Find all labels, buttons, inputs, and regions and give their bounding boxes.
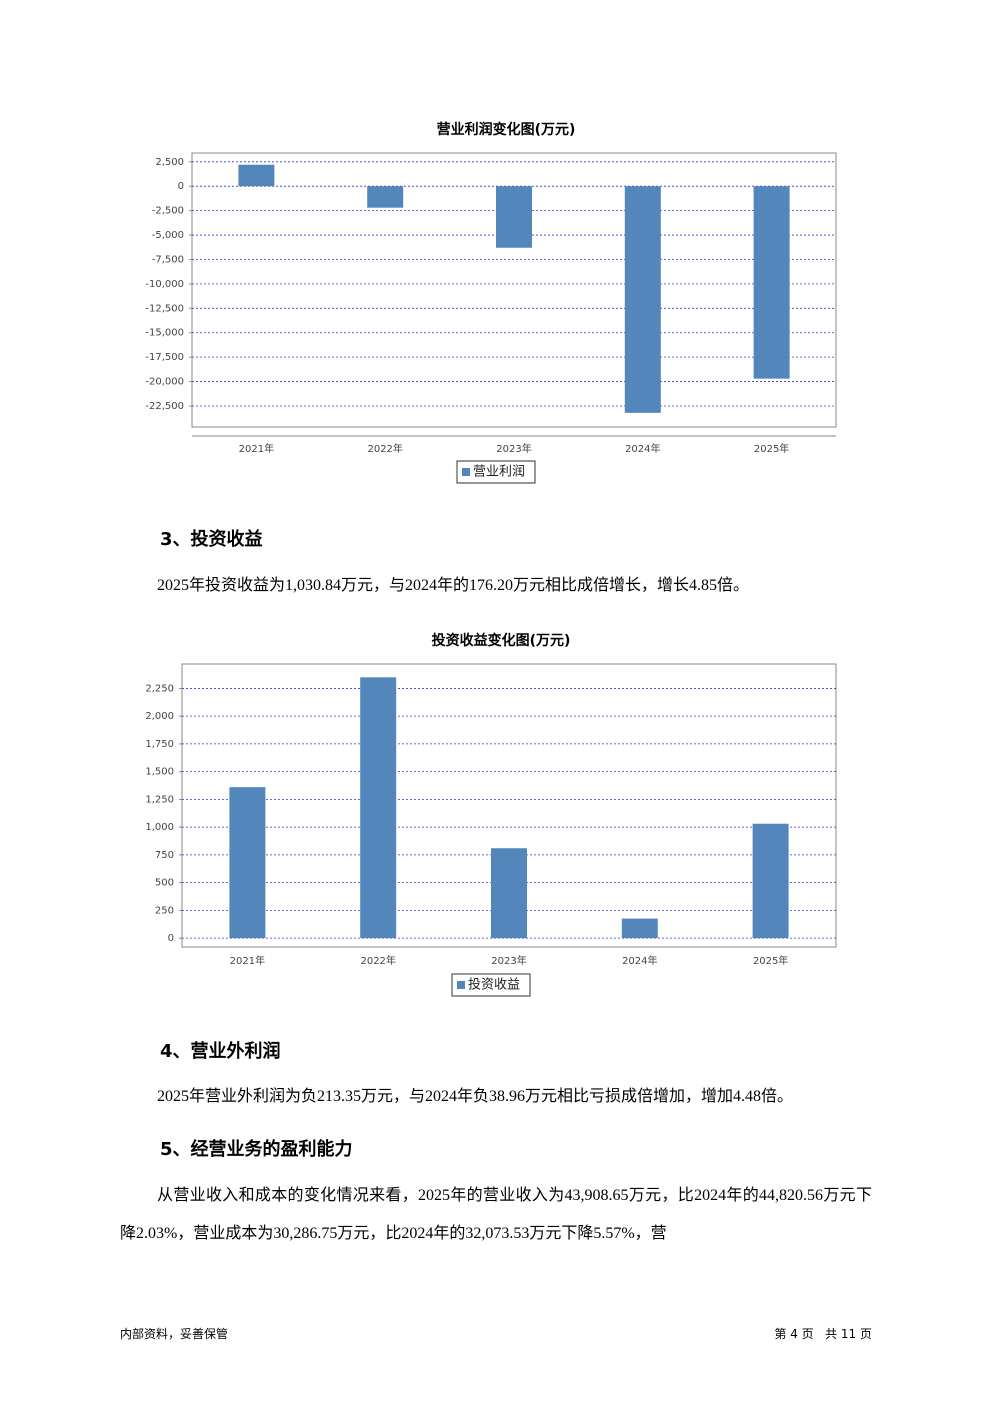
chart-title: 投资收益变化图(万元): [432, 632, 571, 649]
footer-right: 第 4 页 共 11 页: [774, 1327, 872, 1341]
legend-swatch: [462, 468, 470, 476]
section-heading: 5、经营业务的盈利能力: [160, 1139, 353, 1160]
y-tick-label: 750: [155, 850, 174, 861]
y-tick-label: -7,500: [152, 254, 184, 265]
y-tick-label: 250: [155, 905, 174, 916]
legend-swatch: [457, 981, 465, 989]
y-tick-label: 0: [178, 181, 184, 192]
bar: [238, 164, 275, 187]
legend-label: 投资收益: [468, 977, 520, 993]
footer-left: 内部资料，妥善保管: [120, 1327, 229, 1341]
y-tick-label: -10,000: [145, 279, 184, 290]
y-tick-label: 500: [155, 878, 174, 889]
y-tick-label: 0: [168, 933, 174, 944]
y-tick-label: 1,250: [145, 794, 174, 805]
y-tick-label: 2,250: [145, 683, 174, 694]
x-tick-label: 2022年: [360, 954, 395, 967]
x-tick-label: 2024年: [625, 442, 660, 455]
x-tick-label: 2021年: [239, 442, 274, 455]
y-tick-label: -2,500: [152, 206, 184, 217]
section-heading: 4、营业外利润: [160, 1041, 281, 1062]
x-tick-label: 2025年: [754, 442, 789, 455]
x-tick-label: 2025年: [753, 954, 788, 967]
x-tick-label: 2021年: [230, 954, 265, 967]
y-tick-label: -22,500: [145, 401, 184, 412]
y-tick-label: -5,000: [152, 230, 184, 241]
paragraph: 2025年营业外利润为负213.35万元，与2024年负38.96万元相比亏损成…: [157, 1088, 794, 1105]
section-heading: 3、投资收益: [160, 529, 263, 550]
bar: [752, 823, 789, 939]
paragraph: 从营业收入和成本的变化情况来看，2025年的营业收入为43,908.65万元，比…: [120, 1187, 872, 1242]
legend-box: [451, 973, 531, 997]
legend-box: [456, 460, 536, 484]
bar: [491, 848, 527, 939]
x-tick-label: 2024年: [622, 954, 657, 967]
x-tick-label: 2022年: [367, 442, 402, 455]
bar: [753, 186, 790, 379]
x-tick-label: 2023年: [491, 954, 526, 967]
bar: [496, 186, 532, 248]
bar: [229, 787, 266, 939]
y-tick-label: -12,500: [145, 303, 184, 314]
bar: [624, 186, 661, 413]
legend-label: 营业利润: [473, 465, 525, 480]
bar: [360, 677, 397, 939]
y-tick-label: 1,750: [145, 739, 174, 750]
y-tick-label: 1,500: [145, 767, 174, 778]
y-tick-label: 2,000: [145, 711, 174, 722]
y-tick-label: -17,500: [145, 352, 184, 363]
y-tick-label: -20,000: [145, 377, 184, 388]
bar: [621, 918, 658, 939]
y-tick-label: 1,000: [145, 822, 174, 833]
paragraph: 2025年投资收益为1,030.84万元，与2024年的176.20万元相比成倍…: [157, 577, 750, 594]
y-tick-label: 2,500: [155, 157, 184, 168]
bar: [367, 186, 404, 208]
y-tick-label: -15,000: [145, 328, 184, 339]
chart-title: 营业利润变化图(万元): [437, 121, 576, 138]
x-tick-label: 2023年: [496, 442, 531, 455]
